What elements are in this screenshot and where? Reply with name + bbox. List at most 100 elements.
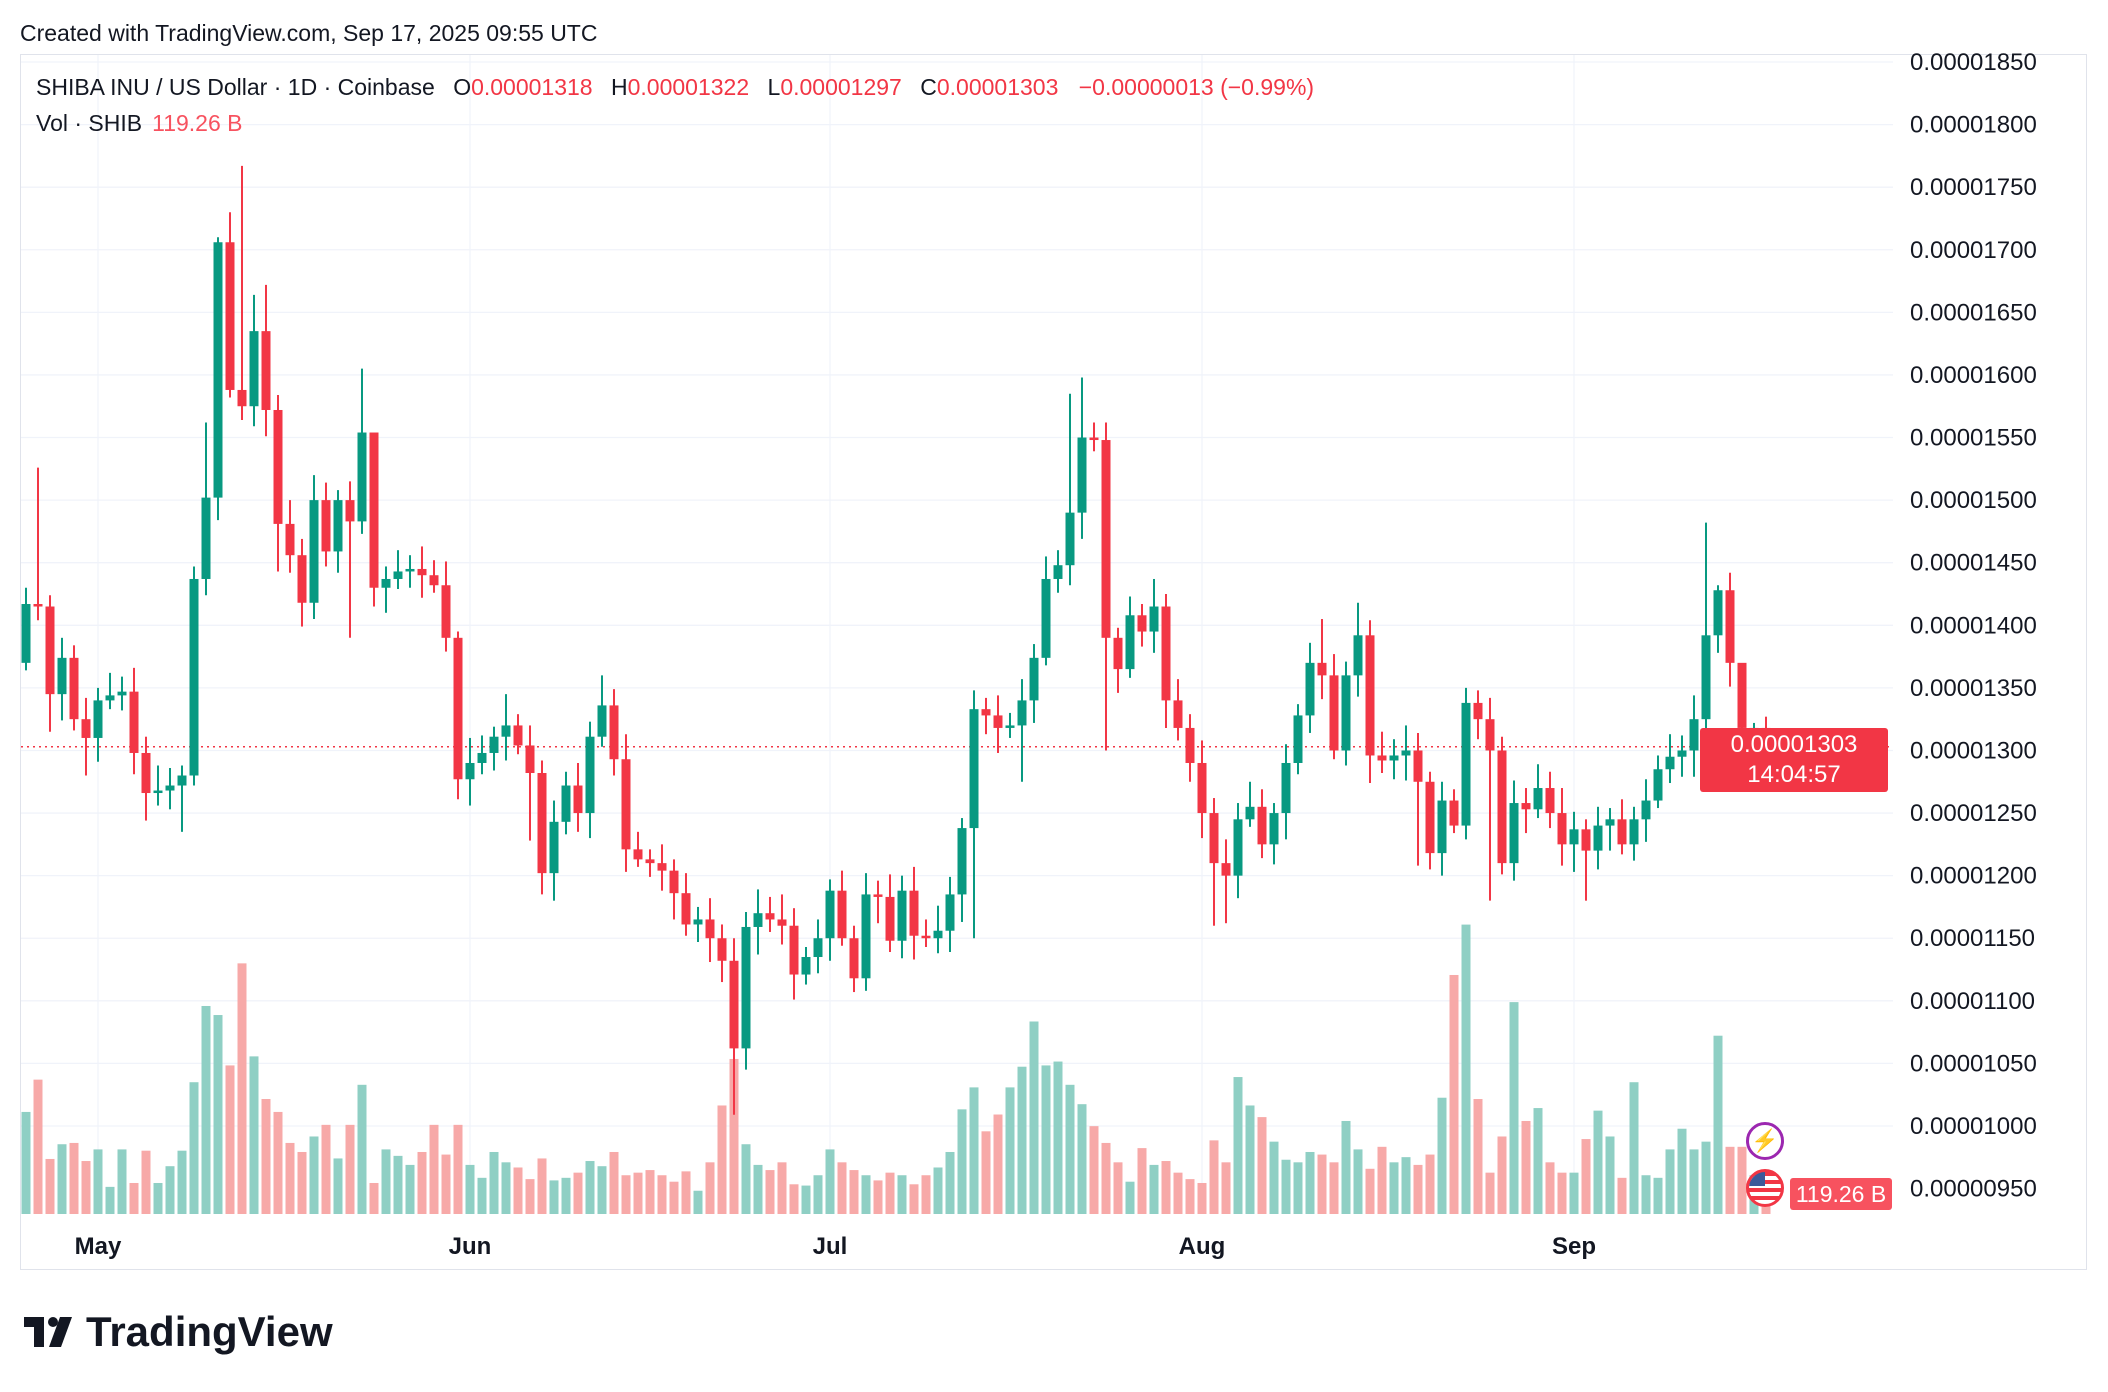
volume-legend: Vol · SHIB 119.26 B — [36, 110, 242, 137]
volume-bar — [477, 1177, 487, 1214]
volume-bar — [705, 1162, 715, 1214]
candle-body — [1185, 727, 1195, 763]
volume-bar — [645, 1170, 655, 1214]
candle-body — [1065, 512, 1075, 566]
candle-body — [1365, 635, 1375, 756]
volume-bar — [69, 1142, 79, 1214]
volume-bar — [1605, 1136, 1615, 1214]
candle-body — [969, 709, 979, 829]
volume-bar — [489, 1151, 499, 1214]
candle-body — [1149, 606, 1159, 632]
bar-countdown: 14:04:57 — [1747, 761, 1841, 788]
volume-bar — [453, 1124, 463, 1214]
candle-body — [1077, 437, 1087, 513]
volume-bar — [129, 1182, 139, 1214]
volume-bar — [1689, 1149, 1699, 1214]
candle-body — [441, 585, 451, 638]
volume-bar — [1029, 1021, 1039, 1214]
candle-body — [1653, 769, 1663, 801]
volume-bar — [369, 1182, 379, 1214]
candle-body — [417, 568, 427, 576]
volume-bar — [1353, 1149, 1363, 1214]
candle-body — [957, 828, 967, 895]
symbol-title: SHIBA INU / US Dollar · 1D · Coinbase — [36, 74, 435, 100]
volume-bar — [681, 1171, 691, 1214]
volume-bar — [1377, 1146, 1387, 1214]
candle-body — [777, 919, 787, 926]
volume-bar — [1281, 1159, 1291, 1214]
time-tick-label: Jul — [813, 1233, 848, 1260]
volume-bar — [1521, 1120, 1531, 1214]
volume-bar — [1545, 1162, 1555, 1214]
candle-body — [1305, 662, 1315, 716]
symbol-legend: SHIBA INU / US Dollar · 1D · Coinbase O0… — [36, 74, 1318, 101]
logo-text: TradingView — [86, 1308, 333, 1355]
price-tick-label: 0.00001500 — [1910, 487, 2037, 514]
volume-bar — [837, 1162, 847, 1214]
candle-body — [501, 725, 511, 737]
volume-bar — [441, 1154, 451, 1214]
volume-bar — [777, 1162, 787, 1214]
current-price-label: 0.00001303 14:04:57 — [1700, 728, 1888, 792]
volume-bar — [789, 1184, 799, 1214]
volume-bar — [1593, 1110, 1603, 1214]
volume-bar — [1005, 1087, 1015, 1214]
candle-body — [1125, 615, 1135, 670]
candle-body — [645, 859, 655, 864]
volume-bar — [1233, 1077, 1243, 1214]
candle-body — [1629, 819, 1639, 845]
volume-bar — [753, 1164, 763, 1214]
candle-body — [1485, 719, 1495, 751]
price-tick-label: 0.00001450 — [1910, 550, 2037, 577]
candle-body — [165, 785, 175, 791]
volume-bar — [1557, 1172, 1567, 1214]
candle-body — [801, 957, 811, 975]
candle-body — [885, 896, 895, 941]
volume-bar — [273, 1111, 283, 1214]
candle-body — [1725, 590, 1735, 663]
candle-body — [45, 606, 55, 695]
price-tick-label: 0.00001650 — [1910, 299, 2037, 326]
candle-body — [33, 604, 43, 607]
open-value: 0.00001318 — [471, 74, 593, 100]
volume-bar — [525, 1179, 535, 1214]
volume-bar — [1101, 1142, 1111, 1214]
candle-body — [1161, 606, 1171, 701]
high-label: H — [610, 74, 628, 100]
candle-body — [1197, 762, 1207, 814]
candle-body — [201, 497, 211, 579]
volume-bar — [1161, 1161, 1171, 1214]
candle-body — [357, 432, 367, 522]
candle-body — [69, 657, 79, 720]
price-tick-label: 0.00001300 — [1910, 737, 2037, 764]
candle-body — [585, 736, 595, 814]
candle-body — [1101, 440, 1111, 638]
volume-bar — [1365, 1168, 1375, 1214]
volume-bar — [657, 1175, 667, 1214]
volume-bar — [1197, 1182, 1207, 1214]
volume-bar — [165, 1166, 175, 1214]
candle-body — [1533, 788, 1543, 810]
volume-bar — [57, 1144, 67, 1214]
lightning-icon[interactable]: ⚡ — [1746, 1122, 1784, 1160]
candle-body — [285, 523, 295, 556]
tradingview-logo[interactable]: TradingView — [24, 1308, 333, 1356]
price-tick-label: 0.00001600 — [1910, 362, 2037, 389]
volume-bar — [1257, 1117, 1267, 1214]
price-tick-label: 0.00000950 — [1910, 1176, 2037, 1203]
volume-bar — [93, 1149, 103, 1214]
volume-value: 119.26 B — [152, 110, 243, 136]
volume-bar — [117, 1149, 127, 1214]
volume-bar — [249, 1056, 259, 1214]
volume-bar — [1245, 1105, 1255, 1214]
candle-body — [825, 890, 835, 939]
time-axis: May Jun Jul Aug Sep — [75, 1233, 1596, 1260]
candle-body — [1413, 750, 1423, 782]
candle-body — [513, 725, 523, 746]
candle-body — [1521, 803, 1531, 810]
candle-body — [717, 938, 727, 961]
candle-body — [1665, 756, 1675, 770]
candle-body — [981, 709, 991, 716]
us-flag-icon[interactable] — [1746, 1169, 1784, 1207]
